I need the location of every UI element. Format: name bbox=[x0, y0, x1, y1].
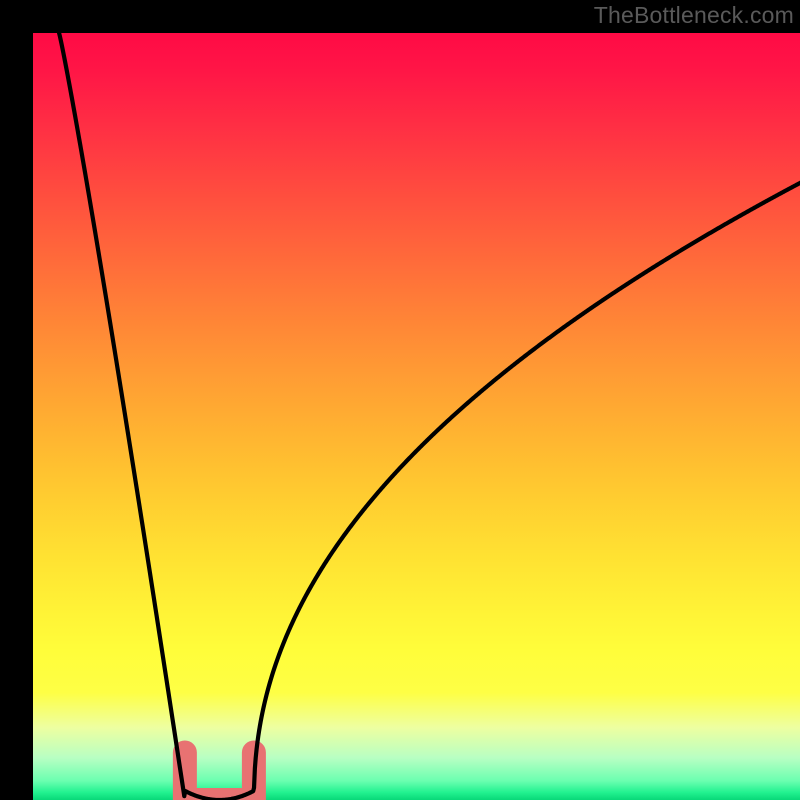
plot-background bbox=[33, 33, 800, 800]
watermark-text: TheBottleneck.com bbox=[594, 2, 794, 29]
chart-canvas: TheBottleneck.com bbox=[0, 0, 800, 800]
bottleneck-chart-svg bbox=[0, 0, 800, 800]
